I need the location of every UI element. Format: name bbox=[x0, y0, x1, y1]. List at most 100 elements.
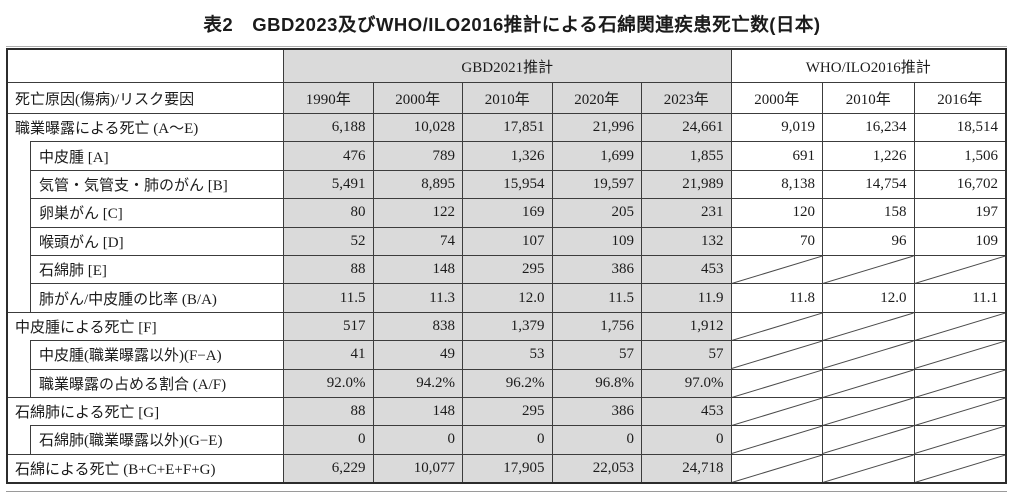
value-cell: 17,905 bbox=[462, 453, 552, 483]
diagonal-line bbox=[732, 341, 823, 368]
value-cell: 295 bbox=[462, 254, 552, 284]
value-cell: 88 bbox=[283, 254, 373, 284]
value-cell: 11.1 bbox=[913, 283, 1005, 312]
value-cell: 9,019 bbox=[730, 113, 822, 142]
row-label-text: 石綿肺 [E] bbox=[31, 254, 283, 283]
value-cell: 0 bbox=[462, 425, 552, 454]
slash-cell bbox=[822, 396, 914, 426]
value-cell: 0 bbox=[283, 425, 373, 454]
slash-cell bbox=[822, 368, 914, 397]
slash-cell bbox=[822, 425, 914, 454]
diagonal-line bbox=[915, 370, 1006, 397]
page-rule-top bbox=[6, 46, 1007, 47]
slash-cell bbox=[730, 368, 823, 397]
table-row: 中皮腫 [A] 476 789 1,326 1,699 1,855 691 1,226 1,50… bbox=[8, 141, 1005, 170]
year-column-header: 2016年 bbox=[913, 82, 1005, 113]
table-row: 石綿肺(職業曝露以外)(G−E) 0 0 0 0 0 bbox=[8, 425, 1006, 454]
value-cell: 158 bbox=[822, 198, 914, 227]
row-label-text: 気管・気管支・肺のがん [B] bbox=[31, 169, 283, 198]
value-cell: 386 bbox=[551, 254, 641, 284]
table-row: 職業曝露による死亡 (A〜E) 6,188 10,028 17,851 21,996 24… bbox=[8, 113, 1005, 142]
value-cell: 11.3 bbox=[372, 283, 462, 312]
value-cell: 205 bbox=[551, 198, 641, 227]
diagonal-line bbox=[915, 398, 1006, 425]
diagonal-line bbox=[823, 256, 914, 283]
value-cell: 109 bbox=[551, 226, 641, 255]
slash-cell bbox=[913, 311, 1005, 341]
value-cell: 11.8 bbox=[730, 283, 822, 312]
value-cell: 92.0% bbox=[283, 368, 373, 397]
diagonal-line bbox=[732, 398, 823, 425]
value-cell: 789 bbox=[372, 141, 462, 170]
year-column-header: 2000年 bbox=[372, 82, 462, 113]
table-row: 喉頭がん [D] 52 74 107 109 132 70 96 109 bbox=[8, 226, 1005, 255]
diagonal-line bbox=[732, 426, 823, 453]
row-label-text: 中皮腫(職業曝露以外)(F−A) bbox=[31, 340, 283, 368]
row-label-text: 喉頭がん [D] bbox=[31, 226, 283, 255]
year-column-header: 2000年 bbox=[730, 82, 822, 113]
value-cell: 1,506 bbox=[913, 141, 1005, 170]
row-label: 卵巣がん [C] bbox=[8, 198, 283, 227]
value-cell: 132 bbox=[641, 226, 731, 255]
value-cell: 122 bbox=[372, 198, 462, 227]
table-body: 職業曝露による死亡 (A〜E) 6,188 10,028 17,851 21,996 24… bbox=[8, 113, 1006, 483]
value-cell: 517 bbox=[283, 311, 373, 341]
value-cell: 838 bbox=[372, 311, 462, 341]
value-cell: 1,326 bbox=[462, 141, 552, 170]
indent-strip bbox=[8, 169, 31, 199]
value-cell: 109 bbox=[913, 226, 1005, 255]
value-cell: 197 bbox=[913, 198, 1005, 227]
value-cell: 120 bbox=[730, 198, 822, 227]
value-cell: 295 bbox=[462, 396, 552, 426]
value-cell: 0 bbox=[641, 425, 731, 454]
indent-strip bbox=[8, 340, 31, 369]
table-row: 気管・気管支・肺のがん [B] 5,491 8,895 15,954 19,597 21,… bbox=[8, 169, 1005, 199]
row-label: 中皮腫 [A] bbox=[8, 141, 283, 170]
diagonal-line bbox=[823, 398, 914, 425]
data-table: GBD2021推計 WHO/ILO2016推計 死亡原因(傷病)/リスク要因 1… bbox=[6, 48, 1007, 485]
diagonal-line bbox=[823, 313, 914, 340]
diagonal-line bbox=[915, 256, 1006, 283]
value-cell: 22,053 bbox=[551, 453, 641, 483]
slash-cell bbox=[730, 396, 823, 426]
value-cell: 15,954 bbox=[462, 169, 552, 199]
slash-cell bbox=[822, 340, 914, 369]
value-cell: 21,989 bbox=[641, 169, 731, 199]
diagonal-line bbox=[823, 455, 914, 482]
slash-cell bbox=[730, 254, 822, 284]
table-row: 石綿肺 [E] 88 148 295 386 453 bbox=[8, 254, 1006, 284]
table-row: 中皮腫による死亡 [F] 517 838 1,379 1,756 1,912 bbox=[8, 311, 1005, 341]
year-column-header: 2010年 bbox=[462, 82, 552, 113]
value-cell: 148 bbox=[372, 396, 462, 426]
value-cell: 41 bbox=[283, 340, 373, 369]
row-label: 職業曝露による死亡 (A〜E) bbox=[8, 113, 283, 141]
value-cell: 1,912 bbox=[641, 311, 731, 341]
value-cell: 24,661 bbox=[641, 113, 731, 142]
table-row: 中皮腫(職業曝露以外)(F−A) 41 49 53 57 57 bbox=[8, 340, 1005, 369]
value-cell: 16,234 bbox=[822, 113, 914, 142]
value-cell: 6,229 bbox=[283, 453, 373, 483]
year-column-header: 2023年 bbox=[641, 82, 731, 113]
value-cell: 453 bbox=[641, 396, 731, 426]
diagonal-line bbox=[915, 426, 1006, 453]
table-row: 職業曝露の占める割合 (A/F) 92.0% 94.2% 96.2% 96.8% 97.0… bbox=[8, 368, 1006, 397]
row-label-text: 石綿肺(職業曝露以外)(G−E) bbox=[31, 425, 283, 453]
value-cell: 0 bbox=[551, 425, 641, 454]
indent-strip bbox=[8, 254, 31, 284]
value-cell: 11.9 bbox=[641, 283, 731, 312]
value-cell: 96.2% bbox=[462, 368, 552, 397]
slash-cell bbox=[822, 254, 914, 284]
slash-cell bbox=[913, 396, 1006, 426]
value-cell: 1,226 bbox=[822, 141, 914, 170]
table-row: 石綿による死亡 (B+C+E+F+G) 6,229 10,077 17,905 22,0… bbox=[8, 453, 1005, 483]
value-cell: 6,188 bbox=[283, 113, 373, 142]
value-cell: 8,895 bbox=[372, 169, 462, 199]
value-cell: 10,077 bbox=[372, 453, 462, 483]
table-row: 石綿肺による死亡 [G] 88 148 295 386 453 bbox=[8, 396, 1006, 426]
table-title: 表2 GBD2023及びWHO/ILO2016推計による石綿関連疾患死亡数(日本… bbox=[203, 14, 821, 35]
diagonal-line bbox=[732, 313, 823, 340]
row-label: 石綿肺 [E] bbox=[8, 254, 283, 284]
column-group-gbd: GBD2021推計 bbox=[283, 50, 731, 82]
row-label: 喉頭がん [D] bbox=[8, 226, 283, 255]
diagonal-line bbox=[732, 370, 823, 397]
